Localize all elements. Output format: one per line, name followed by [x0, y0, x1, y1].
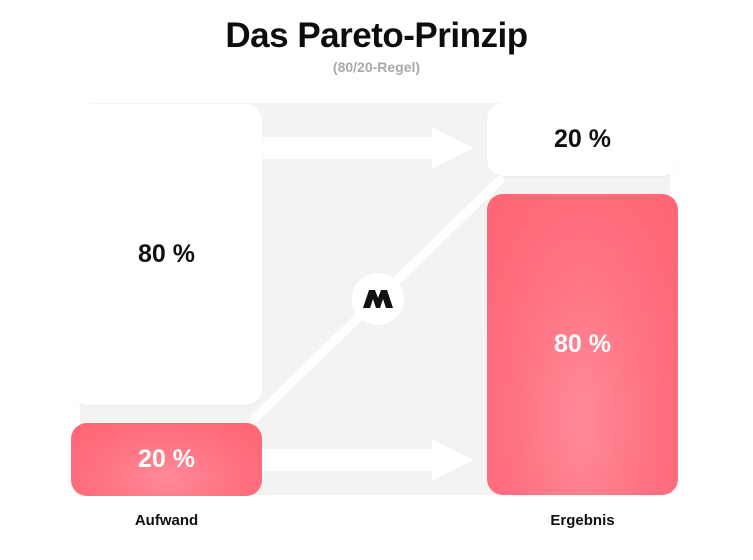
- ergebnis-lower-value: 80 %: [554, 330, 611, 358]
- aufwand-upper-value: 80 %: [138, 240, 195, 268]
- ergebnis-label: Ergebnis: [550, 512, 615, 529]
- ergebnis-upper-box: 20 %: [487, 103, 678, 176]
- aufwand-upper-box: 80 %: [71, 104, 262, 405]
- aufwand-lower-value: 20 %: [138, 445, 195, 473]
- aufwand-lower-box: 20 %: [71, 423, 262, 496]
- bottom-arrow: [262, 439, 474, 481]
- diagram-title: Das Pareto-Prinzip: [225, 16, 528, 55]
- aufwand-label: Aufwand: [134, 512, 199, 529]
- ergebnis-upper-value: 20 %: [554, 125, 611, 153]
- center-logo-badge: [352, 273, 404, 325]
- diagram-subtitle: (80/20-Regel): [332, 59, 421, 75]
- top-arrow: [262, 127, 474, 169]
- ergebnis-lower-box: 80 %: [487, 194, 678, 495]
- m-logo-icon: [363, 290, 393, 308]
